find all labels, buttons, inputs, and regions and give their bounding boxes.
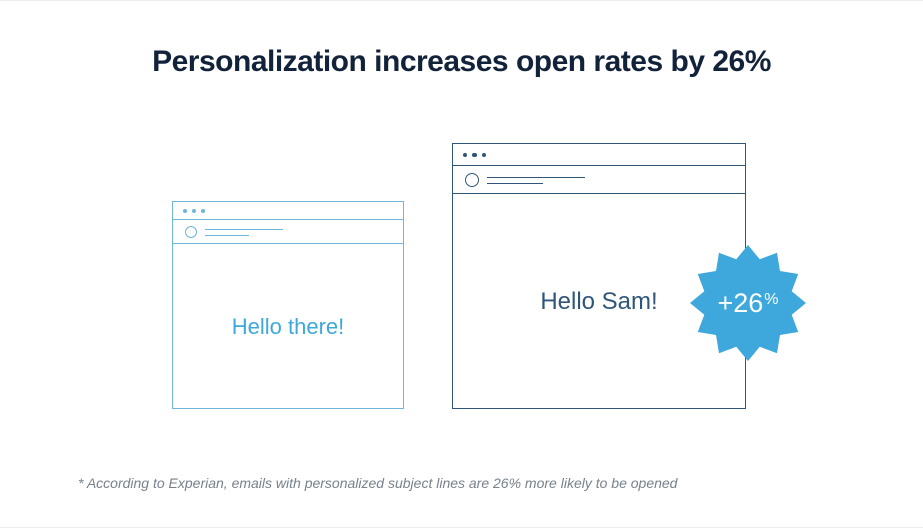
illustration-stage: Hello there! Hello Sam! +26 % (0, 131, 923, 431)
badge-percent: % (764, 292, 778, 308)
window-personal-dots (463, 153, 486, 157)
window-generic-text: Hello there! (173, 314, 403, 340)
address-line-icon (205, 229, 283, 230)
window-generic-titlebar (173, 202, 403, 220)
uplift-badge: +26 % (690, 245, 806, 361)
address-line-short-icon (487, 183, 543, 184)
window-generic: Hello there! (172, 201, 404, 409)
window-generic-toolbar (173, 220, 403, 244)
address-line-icon (487, 177, 585, 178)
page-title: Personalization increases open rates by … (0, 45, 923, 79)
footnote: * According to Experian, emails with per… (78, 475, 677, 491)
address-circle-icon (185, 226, 197, 238)
window-personal-toolbar (453, 166, 745, 194)
window-personal-titlebar (453, 144, 745, 166)
address-line-short-icon (205, 235, 249, 236)
address-circle-icon (465, 173, 479, 187)
badge-value: +26 (717, 290, 763, 317)
window-generic-dots (183, 209, 205, 213)
